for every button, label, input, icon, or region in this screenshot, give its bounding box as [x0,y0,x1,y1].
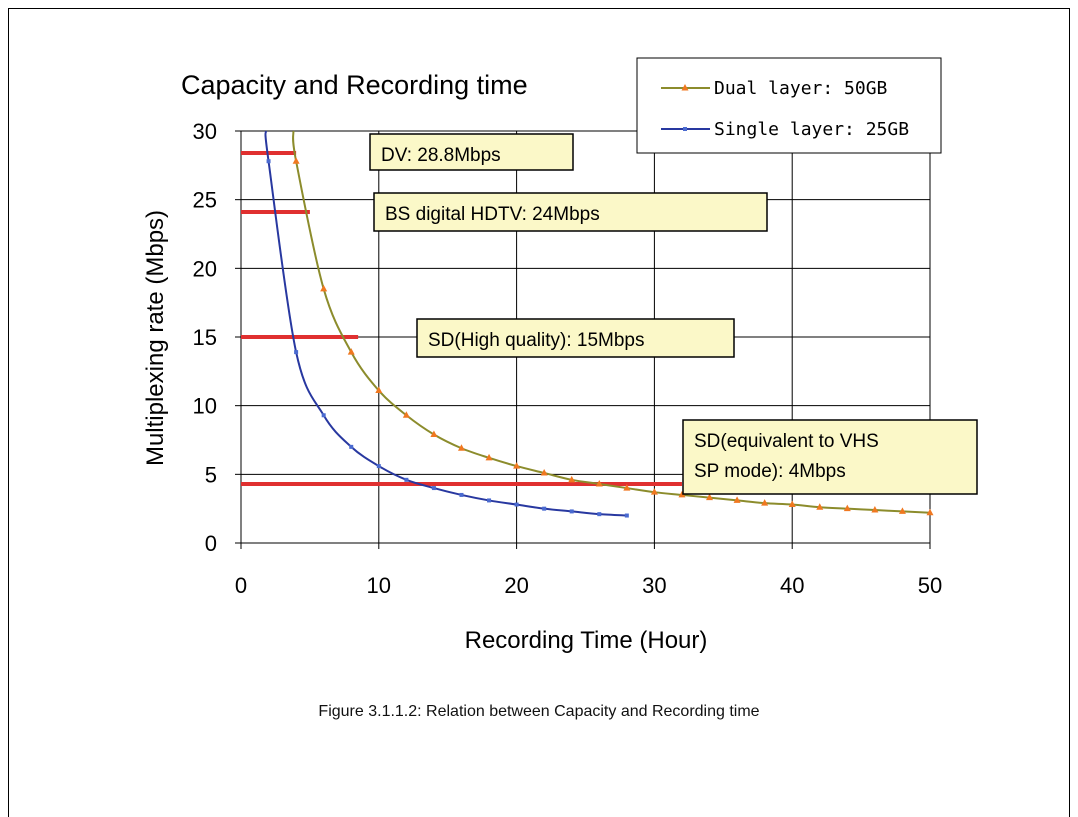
data-point [898,507,906,514]
data-point [706,493,714,501]
y-tick-label: 0 [205,531,217,556]
y-axis-label: Multiplexing rate (Mbps) [142,210,169,466]
data-point [404,477,409,482]
legend-entry: Single layer: 25GB [714,119,909,140]
data-point [513,462,521,469]
data-point [292,157,300,164]
chart: 0 10 20 30 40 50 0 5 10 15 20 25 30 DV: 28.8Mbps BS d… [142,57,978,654]
data-point [595,479,603,487]
series-line [264,130,627,517]
data-point [375,386,383,394]
y-tick-label: 20 [193,256,217,281]
reference-label: BS digital HDTV: 24Mbps [385,204,600,225]
data-point [540,468,548,476]
legend: Dual layer: 50GB Single layer: 25GB [636,57,942,154]
data-point [402,411,410,418]
data-point [459,492,464,497]
data-point [871,506,879,513]
chart-title: Capacity and Recording time [181,70,528,100]
x-tick-label: 50 [918,573,942,598]
reference-labels: DV: 28.8Mbps BS digital HDTV: 24Mbps SD(Hi… [369,133,978,495]
data-point [294,350,299,355]
data-point [376,464,381,469]
data-point [788,500,796,508]
data-point [485,453,493,461]
data-point [542,506,547,511]
data-point [347,348,355,355]
data-point [623,484,631,491]
axes: 0 10 20 30 40 50 0 5 10 15 20 25 30 [193,119,943,598]
data-point [266,159,271,164]
figure-caption: Figure 3.1.1.2: Relation between Capacit… [318,703,760,720]
data-point [431,486,436,491]
data-point [926,508,934,516]
data-point [487,498,492,503]
data-point [761,499,769,506]
x-tick-label: 40 [780,573,804,598]
x-tick-label: 30 [642,573,666,598]
reference-label: SD(High quality): 15Mbps [428,330,644,351]
legend-entry: Dual layer: 50GB [714,78,887,99]
data-point [624,513,629,518]
series [264,130,934,518]
y-tick-label: 5 [205,462,217,487]
reference-label: DV: 28.8Mbps [381,145,501,166]
data-point [597,512,602,517]
reference-label: SP mode): 4Mbps [694,461,846,482]
reference-label-box [373,192,768,232]
legend-marker [681,84,689,91]
data-point [320,284,328,292]
data-point [843,504,851,512]
reference-label-box [416,318,735,358]
y-tick-label: 30 [193,119,217,144]
legend-marker [683,127,687,131]
legend-box [636,57,942,154]
x-tick-label: 0 [235,573,247,598]
data-point [678,490,686,498]
y-tick-label: 10 [193,394,217,419]
data-point [430,430,438,438]
data-point [457,444,465,451]
reference-label-box [369,133,574,171]
reference-label-box [682,419,978,495]
x-tick-label: 20 [504,573,528,598]
x-tick-label: 10 [367,573,391,598]
y-tick-label: 15 [193,325,217,350]
data-point [569,509,574,514]
figure-frame [8,8,1070,817]
reference-label: SD(equivalent to VHS [694,431,879,452]
data-point [349,444,354,449]
data-point [568,475,576,483]
data-point [650,488,658,495]
y-tick-label: 25 [193,188,217,213]
data-point [816,503,824,510]
data-point [733,496,741,503]
data-point [321,413,326,418]
data-point [514,502,519,507]
x-axis-label: Recording Time (Hour) [465,627,708,654]
